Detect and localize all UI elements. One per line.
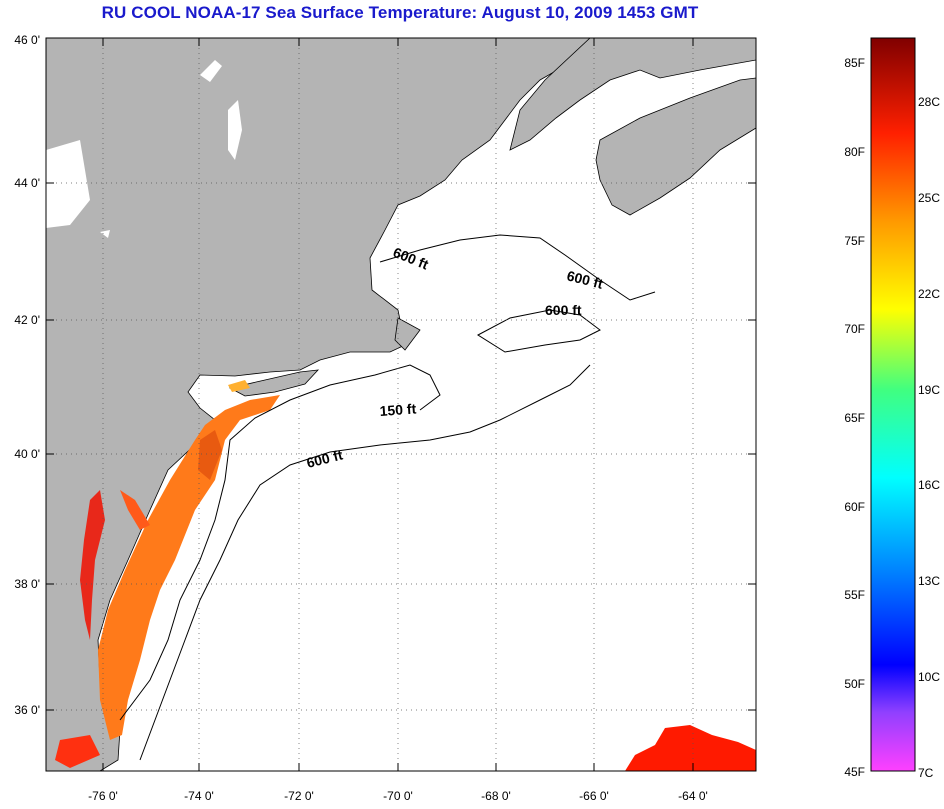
colorbar-c-label: 13C bbox=[918, 574, 940, 588]
lon-tick-label: -68 0' bbox=[481, 789, 511, 803]
lon-tick-label: -72 0' bbox=[284, 789, 314, 803]
map-frame bbox=[45, 37, 757, 772]
colorbar-f-label: 75F bbox=[844, 234, 865, 248]
map-title: RU COOL NOAA-17 Sea Surface Temperature:… bbox=[101, 3, 699, 22]
colorbar-c-label: 10C bbox=[918, 670, 940, 684]
isobath-600ft-gulf bbox=[379, 234, 656, 301]
lake-patch bbox=[100, 230, 110, 238]
axis-ticks bbox=[46, 38, 756, 771]
lat-tick-label: 40 0' bbox=[14, 447, 40, 461]
lat-tick-label: 38 0' bbox=[14, 577, 40, 591]
sst-gulf-stream bbox=[625, 725, 756, 771]
isobath-georges bbox=[477, 309, 601, 353]
colorbar-f-label: 60F bbox=[844, 500, 865, 514]
land-cape-cod bbox=[394, 317, 421, 351]
isobath-label: 600 ft bbox=[545, 302, 582, 318]
lon-tick-label: -74 0' bbox=[184, 789, 214, 803]
land-new-brunswick bbox=[509, 38, 756, 151]
lat-tick-label: 46 0' bbox=[14, 33, 40, 47]
sst-pamlico bbox=[55, 735, 100, 768]
sst-nj-inner bbox=[198, 430, 222, 480]
isobath-label: 150 ft bbox=[379, 400, 417, 419]
graticule bbox=[46, 38, 756, 771]
colorbar-c-label: 28C bbox=[918, 95, 940, 109]
sst-chesapeake bbox=[80, 490, 105, 640]
colorbar-f-label: 80F bbox=[844, 145, 865, 159]
lon-tick-label: -70 0' bbox=[383, 789, 413, 803]
lake-patch bbox=[200, 60, 222, 82]
lat-tick-label: 42 0' bbox=[14, 313, 40, 327]
land-nova-scotia bbox=[595, 77, 756, 216]
colorbar-f-label: 50F bbox=[844, 677, 865, 691]
colorbar-c-label: 16C bbox=[918, 478, 940, 492]
lon-tick-label: -64 0' bbox=[678, 789, 708, 803]
sst-delaware-bay bbox=[120, 490, 150, 530]
sst-long-island-sound bbox=[228, 380, 250, 392]
colorbar-c-label: 22C bbox=[918, 287, 940, 301]
isobath-600ft-shelf bbox=[139, 364, 591, 761]
colorbar-c-label: 7C bbox=[918, 766, 934, 780]
lon-tick-label: -66 0' bbox=[579, 789, 609, 803]
land-long-island bbox=[228, 369, 320, 397]
sst-shelf-warm bbox=[98, 395, 280, 740]
lat-tick-label: 44 0' bbox=[14, 176, 40, 190]
colorbar bbox=[870, 37, 916, 772]
colorbar-c-label: 25C bbox=[918, 191, 940, 205]
lat-tick-label: 36 0' bbox=[14, 703, 40, 717]
colorbar-f-label: 55F bbox=[844, 588, 865, 602]
lake-patch bbox=[228, 100, 242, 160]
colorbar-f-label: 45F bbox=[844, 765, 865, 779]
colorbar-f-label: 70F bbox=[844, 322, 865, 336]
colorbar-f-label: 85F bbox=[844, 56, 865, 70]
isobath-150ft bbox=[119, 364, 441, 721]
colorbar-f-label: 65F bbox=[844, 411, 865, 425]
lake-patch bbox=[46, 140, 90, 228]
lon-tick-label: -76 0' bbox=[88, 789, 118, 803]
colorbar-c-label: 19C bbox=[918, 383, 940, 397]
